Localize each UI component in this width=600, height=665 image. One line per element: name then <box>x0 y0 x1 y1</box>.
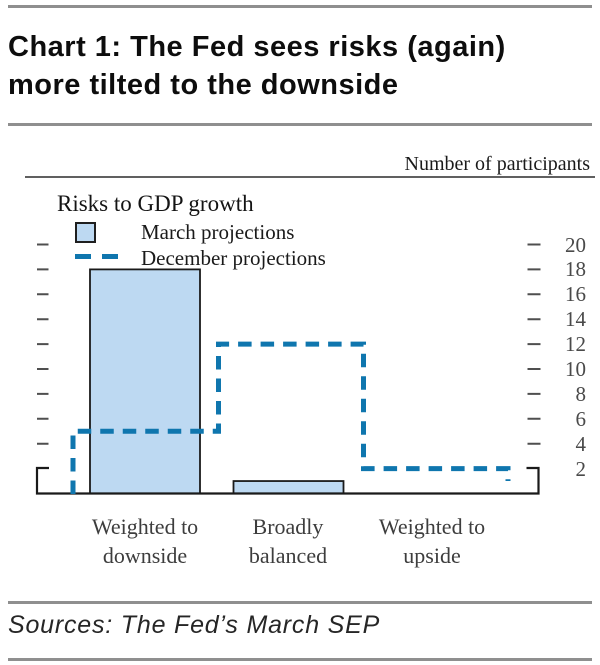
y-tick-label-2: 2 <box>575 456 587 481</box>
y-tick-label-12: 12 <box>565 332 586 357</box>
march-bar-0 <box>89 268 201 495</box>
chart-subtitle: Risks to GDP growth <box>57 191 254 216</box>
category-label-weighted-to-upside: Weighted to upside <box>357 512 507 570</box>
y-tick-label-10: 10 <box>565 357 586 381</box>
y-tick-label-8: 8 <box>575 381 587 406</box>
sources-divider <box>8 601 592 604</box>
y-tick-label-20: 20 <box>565 232 586 257</box>
legend-march-label: March projections <box>141 220 295 244</box>
category-label-line: downside <box>102 543 188 568</box>
legend-december-dash-icon <box>75 254 91 259</box>
march-bar-1 <box>232 480 345 495</box>
category-label-line: balanced <box>248 543 328 568</box>
category-label-weighted-to-downside: Weighted to downside <box>70 512 220 570</box>
y-ticks <box>37 243 541 445</box>
december-line <box>70 341 511 494</box>
top-divider <box>8 5 592 8</box>
y-tick-label-14: 14 <box>565 307 586 332</box>
sources-text: Sources: The Fed’s March SEP <box>8 611 381 639</box>
category-label-broadly-balanced: Broadly balanced <box>213 512 363 570</box>
title-divider <box>8 123 592 126</box>
bottom-divider <box>8 658 592 661</box>
axis-note: Number of participants <box>404 153 591 175</box>
category-label-line: Broadly <box>252 514 324 539</box>
page-title: Chart 1: The Fed sees risks (again) more… <box>8 28 592 104</box>
y-tick-label-16: 16 <box>565 282 586 307</box>
y-tick-label-4: 4 <box>575 431 587 456</box>
category-label-line: upside <box>403 543 461 568</box>
page-title-line-2: more tilted to the downside <box>8 69 399 101</box>
page-title-line-1: Chart 1: The Fed sees risks (again) <box>8 31 506 63</box>
y-tick-label-18: 18 <box>565 257 586 282</box>
category-label-line: Weighted to <box>91 514 199 539</box>
legend-december-label: December projections <box>141 246 326 270</box>
category-label-line: Weighted to <box>378 514 486 539</box>
x-axis <box>35 466 540 495</box>
legend-december-dash-icon <box>102 254 118 259</box>
legend-march-swatch <box>75 222 96 243</box>
y-tick-label-6: 6 <box>575 406 587 431</box>
